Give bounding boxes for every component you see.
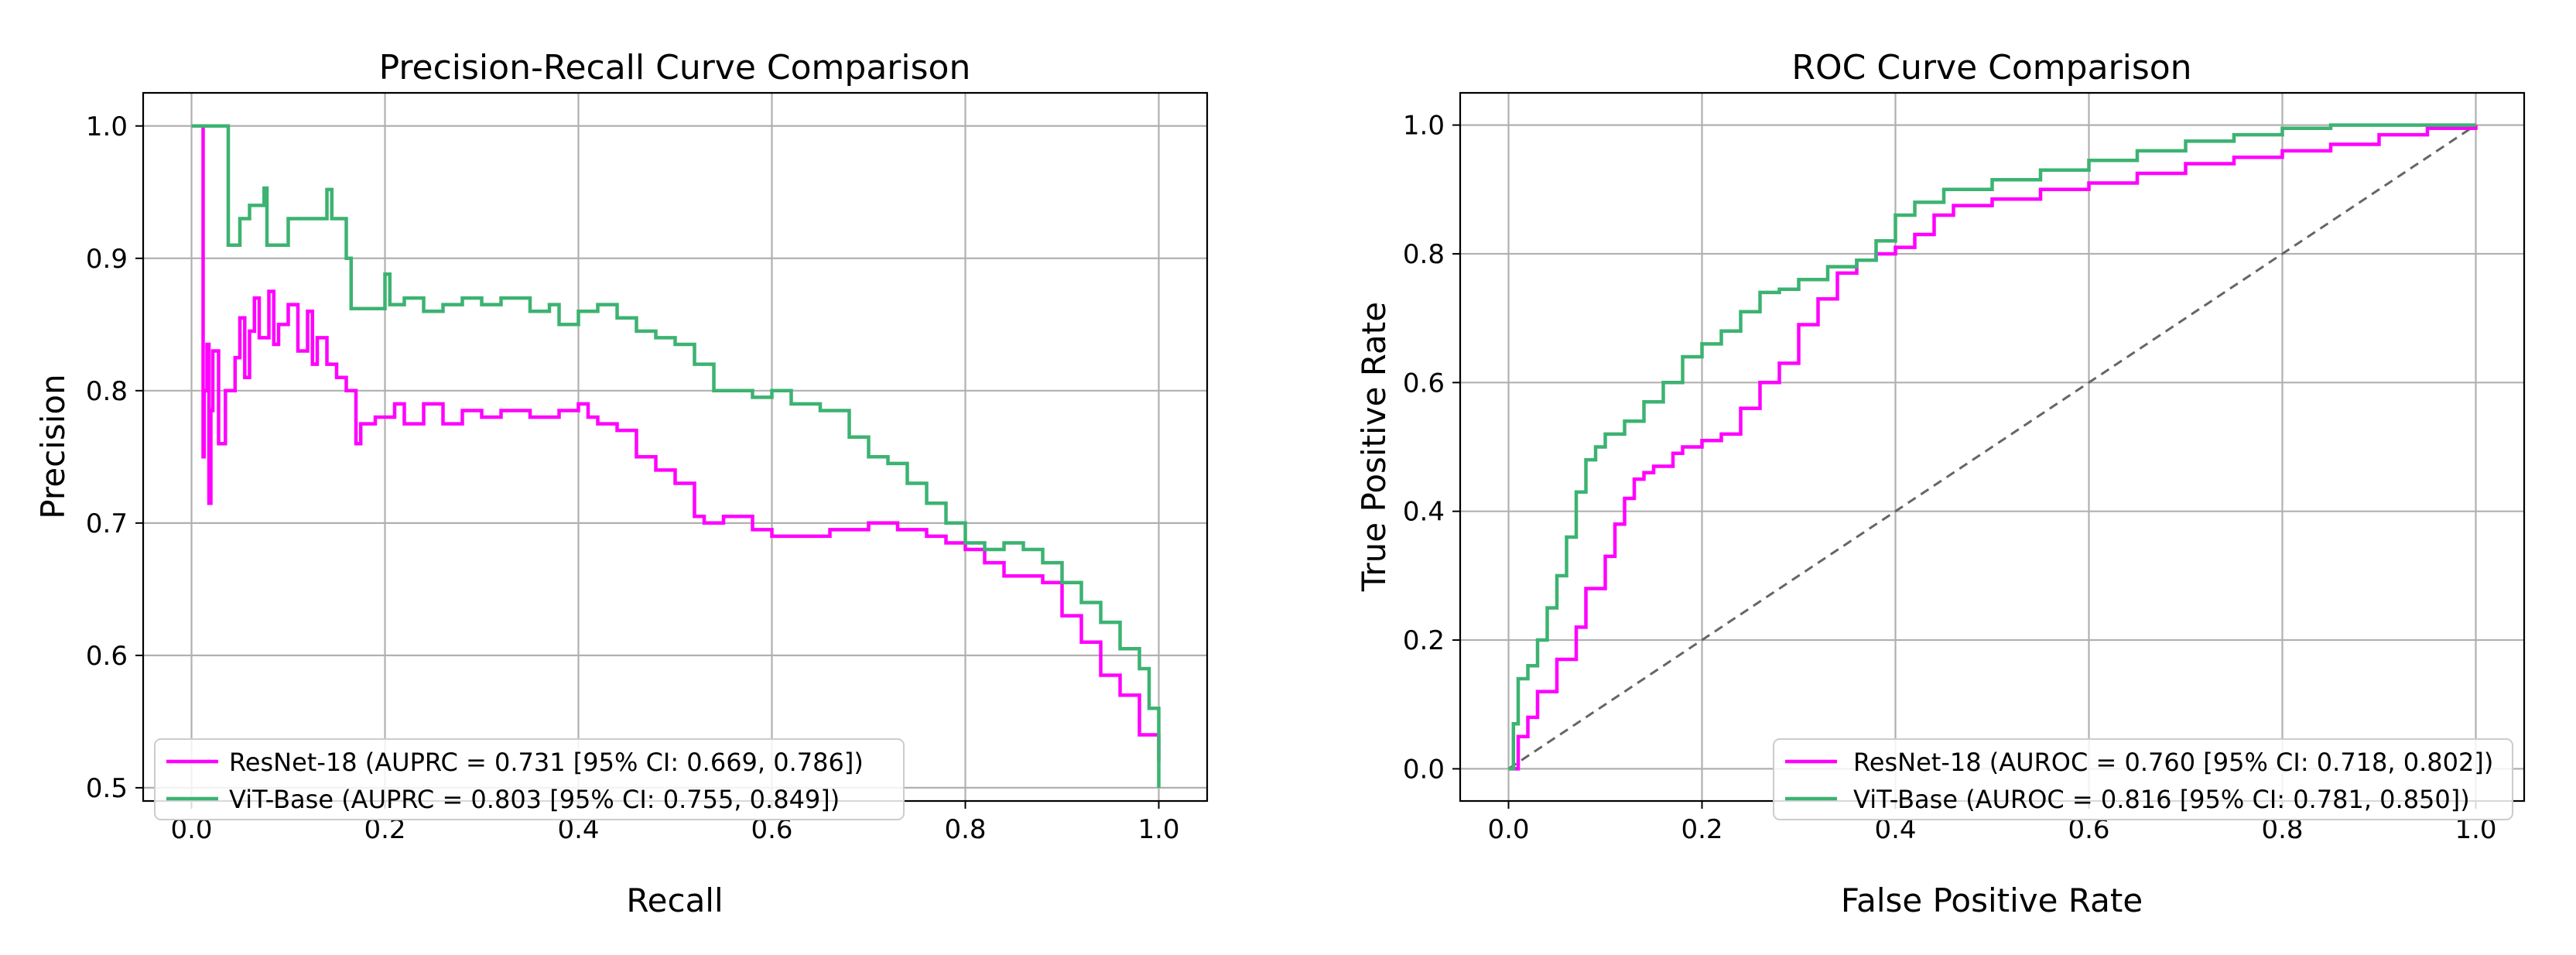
pr-x-axis-label: Recall: [626, 881, 723, 919]
roc-curve-resnet-18: [1508, 125, 2478, 771]
roc-legend-label-resnet: ResNet-18 (AUROC = 0.760 [95% CI: 0.718,…: [1853, 748, 2493, 777]
roc-chart: 0.0 0.2 0.4 0.6 0.8 1.0 0.0 0.2 0.4 0.6 0.8 1.0 RO…: [1355, 48, 2526, 919]
roc-legend-box: [1773, 738, 2513, 820]
pr-y-axis-label: Precision: [34, 374, 72, 519]
roc-legend: ResNet-18 (AUROC = 0.760 [95% CI: 0.718,…: [1773, 738, 2513, 820]
roc-x-tick-label-0-0: 0.0: [1487, 814, 1529, 845]
pr-chart: 0.0 0.2 0.4 0.6 0.8 1.0 0.50.60.70.80.91.0 Pr…: [34, 48, 1209, 919]
roc-y-tick-label-0-8: 0.8: [1403, 239, 1445, 270]
pr-curves: [191, 124, 1161, 788]
pr-curve-resnet-18: [201, 124, 1161, 762]
pr-y-tick-label-0-6: 0.6: [86, 641, 128, 672]
pr-axes-frame: [142, 91, 1209, 803]
roc-curve-vit-base: [1508, 123, 2476, 771]
pr-y-tick-label-0-5: 0.5: [86, 773, 128, 804]
roc-y-tick-label-1-0: 1.0: [1403, 111, 1445, 142]
pr-chart-title: Precision-Recall Curve Comparison: [379, 48, 971, 87]
roc-y-ticks: 0.0 0.2 0.4 0.6 0.8 1.0: [1403, 111, 1460, 785]
pr-x-tick-label-1-0: 1.0: [1137, 814, 1179, 845]
pr-legend-label-resnet: ResNet-18 (AUPRC = 0.731 [95% CI: 0.669,…: [229, 748, 864, 777]
roc-reference-line: [1507, 124, 2477, 770]
pr-y-tick-label-1-0: 1.0: [86, 111, 128, 142]
roc-legend-label-vit: ViT-Base (AUROC = 0.816 [95% CI: 0.781, …: [1853, 785, 2470, 814]
roc-y-axis-label: True Positive Rate: [1355, 302, 1393, 592]
pr-grid: [143, 93, 1207, 801]
roc-y-tick-label-0-4: 0.4: [1403, 497, 1445, 528]
roc-curves: [1508, 123, 2478, 771]
pr-legend-box: [154, 738, 905, 820]
pr-y-tick-label-0-8: 0.8: [86, 376, 128, 407]
roc-x-tick-label-0-2: 0.2: [1681, 814, 1722, 845]
pr-curve-vit-base: [191, 124, 1161, 788]
roc-y-tick-label-0-6: 0.6: [1403, 368, 1445, 399]
roc-x-axis-label: False Positive Rate: [1841, 881, 2143, 919]
pr-x-tick-label-0-8: 0.8: [944, 814, 986, 845]
roc-chance-diagonal-line: [1507, 124, 2477, 770]
roc-y-tick-label-0-2: 0.2: [1403, 625, 1445, 656]
pr-y-tick-label-0-9: 0.9: [86, 244, 128, 275]
roc-y-tick-label-0-0: 0.0: [1403, 754, 1445, 785]
roc-chart-title: ROC Curve Comparison: [1791, 48, 2191, 87]
pr-legend-label-vit: ViT-Base (AUPRC = 0.803 [95% CI: 0.755, …: [229, 785, 840, 814]
pr-legend: ResNet-18 (AUPRC = 0.731 [95% CI: 0.669,…: [154, 738, 905, 820]
pr-y-ticks: 0.5 0.6 0.7 0.8 0.9 1.0: [86, 111, 143, 804]
pr-y-tick-label-0-7: 0.7: [86, 508, 128, 539]
